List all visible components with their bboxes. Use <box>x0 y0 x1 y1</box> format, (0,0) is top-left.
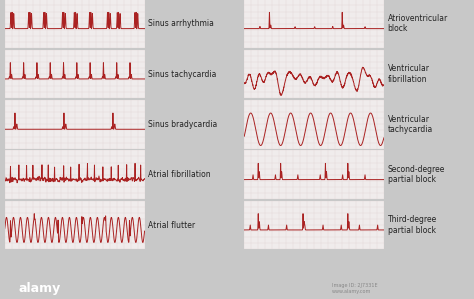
Text: Ventricular
tachycardia: Ventricular tachycardia <box>388 115 433 134</box>
Text: Second-degree
partial block: Second-degree partial block <box>388 165 445 184</box>
Text: Atrial flutter: Atrial flutter <box>148 221 195 230</box>
Text: Sinus bradycardia: Sinus bradycardia <box>148 120 218 129</box>
Text: Third-degree
partial block: Third-degree partial block <box>388 215 437 235</box>
Text: alamy: alamy <box>19 282 61 295</box>
Text: Atrial fibrillation: Atrial fibrillation <box>148 170 211 179</box>
Text: Ventricular
fibrillation: Ventricular fibrillation <box>388 64 430 84</box>
Text: Sinus tachycardia: Sinus tachycardia <box>148 70 217 79</box>
Text: Image ID: 2J7331E
www.alamy.com: Image ID: 2J7331E www.alamy.com <box>332 283 377 294</box>
Text: Sinus arrhythmia: Sinus arrhythmia <box>148 19 214 28</box>
Text: Atrioventricular
block: Atrioventricular block <box>388 14 448 33</box>
